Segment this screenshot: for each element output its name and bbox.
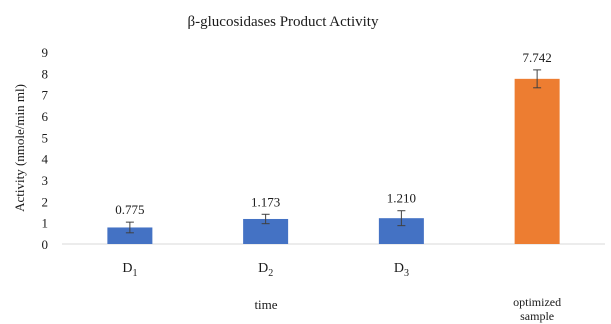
- y-tick-label: 7: [42, 88, 49, 103]
- bars: 0.775 1.173 1.210 7.742: [107, 50, 559, 244]
- x-tick-label-1: D2: [258, 261, 273, 279]
- chart-title: β-glucosidases Product Activity: [188, 14, 379, 30]
- y-tick-label: 2: [42, 194, 49, 209]
- y-tick-label: 1: [42, 216, 49, 231]
- value-label-2: 1.210: [387, 191, 416, 206]
- x-axis-label: time: [254, 297, 277, 312]
- y-axis-label: Activity (nmole/min ml): [12, 84, 27, 212]
- bar-3: [515, 79, 560, 244]
- y-tick-label: 3: [42, 173, 49, 188]
- y-tick-label: 4: [42, 152, 49, 167]
- y-tick-label: 6: [42, 109, 49, 124]
- x-tick-label-3: optimized sample: [513, 295, 561, 323]
- y-tick-label: 9: [42, 45, 49, 60]
- y-tick-label: 0: [42, 237, 49, 252]
- y-axis-ticks: 0 1 2 3 4 5 6 7 8 9: [42, 45, 49, 252]
- x-tick-label-0: D1: [122, 261, 137, 279]
- x-axis-ticks: D1 D2 D3 optimized sample: [122, 261, 561, 323]
- x-tick-label-2: D3: [394, 261, 409, 279]
- value-label-3: 7.742: [523, 50, 552, 65]
- y-tick-label: 8: [42, 66, 49, 81]
- value-label-1: 1.173: [251, 194, 280, 209]
- y-tick-label: 5: [42, 130, 49, 145]
- value-label-0: 0.775: [115, 202, 144, 217]
